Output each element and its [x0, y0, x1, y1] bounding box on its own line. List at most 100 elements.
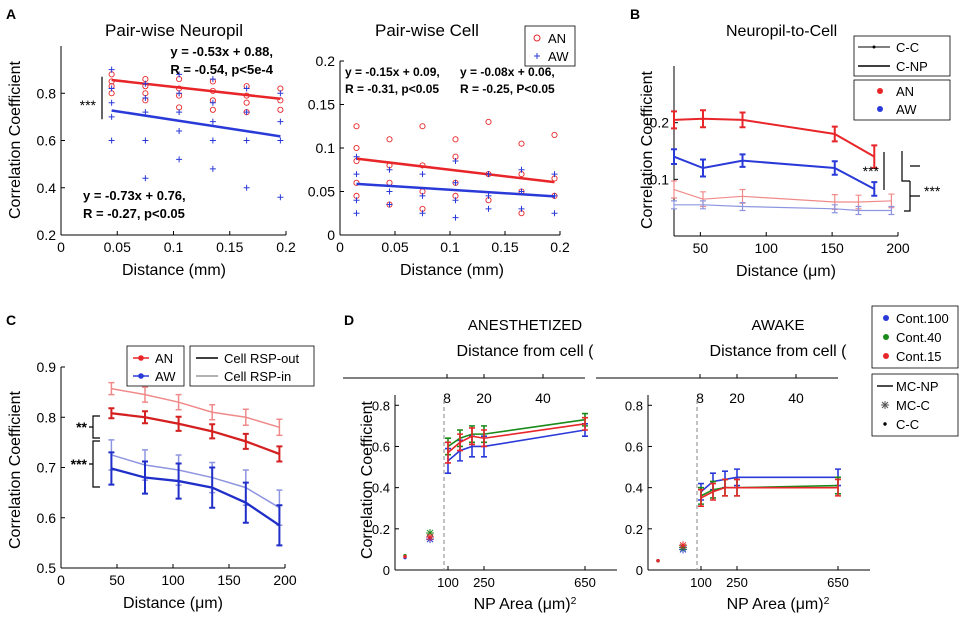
- x-tick-label: 0.05: [381, 239, 408, 255]
- an-rsp-in-line: [111, 387, 280, 429]
- aw-data-point: [485, 171, 492, 178]
- aw-data-point: [353, 153, 360, 160]
- legend-mcnp-label: MC-NP: [896, 379, 939, 394]
- x-axis-label: Distance (mm): [400, 262, 504, 279]
- y-tick-label: 0.2: [316, 53, 336, 69]
- y-tick-label: 0.6: [37, 133, 57, 149]
- panel-label-b: B: [630, 6, 640, 22]
- chart-title: Pair-wise Neuropil: [105, 21, 243, 40]
- top-axis-label: Distance from cell (: [710, 343, 848, 360]
- aw-rsp-out-errorbar: [108, 451, 115, 486]
- x-tick-label: 0.15: [491, 239, 518, 255]
- aw-rsp-out-errorbar: [175, 462, 182, 500]
- an-rsp-out-errorbar: [142, 410, 148, 425]
- aw-fit-equation: y = -0.08x + 0.06,: [460, 65, 555, 79]
- an-data-point: [551, 131, 558, 138]
- top-tick-label: 40: [788, 390, 804, 406]
- panel-label-d: D: [344, 312, 354, 328]
- aw-rsp-out-errorbar: [276, 504, 283, 547]
- x-tick-label: 100: [437, 575, 459, 590]
- legend-cont-15-label: Cont.15: [896, 349, 942, 364]
- x-tick-label: 250: [473, 575, 495, 590]
- aw-data-point: [452, 179, 459, 186]
- aw-data-point: [108, 66, 115, 73]
- aw-fit-stats: R = -0.27, p<0.05: [83, 206, 185, 221]
- aw-c-c-errorbar: [739, 201, 746, 212]
- x-axis-label: Distance (mm): [122, 262, 226, 279]
- aw-data-point: [353, 210, 360, 217]
- an-rsp-in-errorbar: [242, 408, 249, 427]
- an-rsp-in-errorbar: [108, 381, 115, 396]
- aw-data-point: [277, 90, 284, 97]
- legend-style-box: [189, 345, 315, 387]
- legend-cc-label: C-C: [896, 40, 919, 55]
- legend-style-box: [853, 35, 951, 77]
- aw-rsp-out-errorbar: [242, 481, 249, 524]
- an-rsp-out-line: [111, 412, 280, 456]
- x-tick-label: 0.1: [440, 239, 460, 255]
- x-axis-label: NP Area (μm)2: [727, 596, 830, 614]
- top-axis-label: Distance from cell (: [457, 343, 595, 360]
- top-tick-label: 20: [729, 390, 745, 406]
- aw-data-point: [209, 137, 216, 144]
- aw-c-np-line: [673, 155, 875, 190]
- aw-c-np-errorbar: [831, 160, 838, 176]
- y-axis-label: Correlation Coefficient: [359, 400, 376, 559]
- aw-rsp-out-errorbar: [209, 466, 216, 509]
- aw-c-c-errorbar: [671, 200, 677, 210]
- significance-marker: ***: [924, 183, 941, 199]
- chart-title-anesthetized: ANESTHETIZED: [468, 317, 582, 334]
- x-tick-label: 100: [690, 575, 712, 590]
- aw-data-point: [209, 76, 216, 83]
- y-tick-label: 0.05: [308, 184, 335, 200]
- aw-rsp-in-line: [111, 454, 280, 509]
- cont-15-errorbar: [469, 427, 475, 446]
- an-data-point: [353, 144, 360, 152]
- y-tick-label: 0.2: [650, 115, 670, 131]
- y-tick-label: 0.1: [650, 171, 670, 187]
- aw-data-point: [176, 128, 183, 135]
- y-tick-label: 0.8: [372, 398, 390, 413]
- aw-data-point: [108, 113, 115, 120]
- cont-15-errorbar: [722, 478, 728, 497]
- legend-aw-marker: [534, 53, 540, 59]
- aw-data-point: [518, 166, 525, 173]
- aw-c-c-errorbar: [888, 205, 895, 216]
- aw-c-c-line: [674, 204, 892, 212]
- top-tick-label: 40: [535, 390, 551, 406]
- y-tick-label: 0.6: [625, 439, 643, 454]
- cont-15-errorbar: [698, 488, 704, 507]
- legend-cc-label: C-C: [896, 417, 919, 432]
- aw-data-point: [243, 109, 250, 116]
- y-tick-label: 0.6: [37, 510, 57, 526]
- y-tick-label: 0.1: [316, 140, 336, 156]
- aw-data-point: [452, 214, 459, 221]
- y-tick-label: 0: [383, 563, 390, 578]
- an-c-c-line: [673, 188, 892, 203]
- legend-an-marker: [877, 88, 883, 94]
- legend-aw-label: AW: [548, 49, 569, 64]
- aw-c-np-errorbar: [699, 158, 706, 178]
- cont-40-mcc-point: [426, 528, 434, 537]
- legend-cc-dot: [872, 45, 876, 49]
- chart-title: Pair-wise Cell: [375, 21, 479, 40]
- x-tick-label: 0.15: [216, 239, 243, 255]
- aw-data-point: [142, 94, 149, 101]
- aw-data-point: [209, 118, 216, 125]
- cont-15-errorbar: [734, 478, 740, 497]
- an-c-np-errorbar: [671, 110, 677, 130]
- an-rsp-out-errorbar: [242, 432, 249, 450]
- aw-data-point: [209, 165, 216, 172]
- y-tick-label: 0.4: [37, 180, 57, 196]
- cont-15-errorbar: [582, 416, 588, 431]
- y-tick-label: 0.2: [37, 227, 57, 243]
- aw-fit-equation: y = -0.73x + 0.76,: [83, 188, 186, 203]
- legend-cont-15-marker: [883, 353, 889, 359]
- an-data-point: [485, 118, 492, 125]
- legend-box: [524, 25, 576, 67]
- aw-data-point: [277, 137, 284, 144]
- x-tick-label: 0: [57, 239, 65, 255]
- aw-data-point: [386, 166, 393, 173]
- y-tick-label: 0.8: [37, 409, 57, 425]
- legend-an-marker: [533, 34, 541, 42]
